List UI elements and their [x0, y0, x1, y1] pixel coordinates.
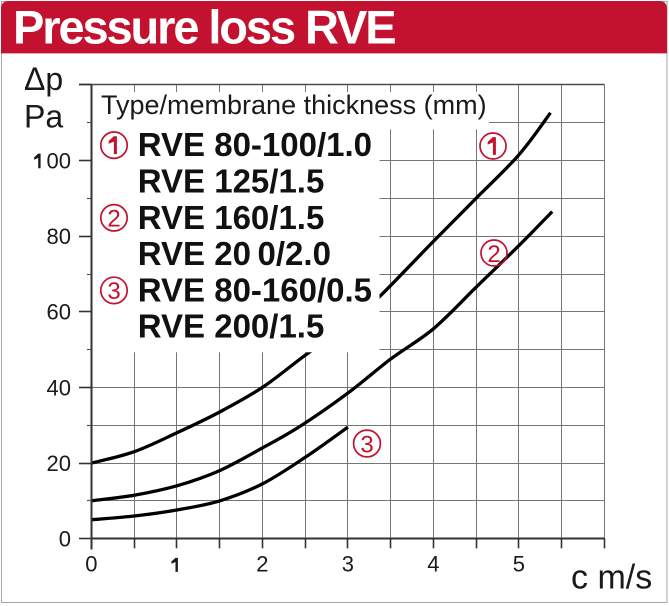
svg-text:RVE 80-100/1.0: RVE 80-100/1.0	[138, 126, 372, 163]
svg-text:00: 00	[47, 148, 71, 173]
svg-text:Type/membrane thickness (mm): Type/membrane thickness (mm)	[101, 90, 487, 120]
svg-text:3: 3	[107, 278, 120, 305]
svg-text:5: 5	[513, 552, 525, 577]
svg-text:0: 0	[85, 552, 97, 577]
svg-text:3: 3	[342, 552, 354, 577]
svg-text:c m/s: c m/s	[571, 559, 652, 597]
svg-text:40: 40	[47, 375, 71, 400]
svg-text:Pa: Pa	[24, 99, 63, 135]
svg-text:2: 2	[256, 552, 268, 577]
svg-text:RVE 125/1.5: RVE 125/1.5	[138, 163, 325, 200]
svg-text:2: 2	[107, 206, 120, 233]
svg-text:RVE 200/1.5: RVE 200/1.5	[138, 308, 325, 345]
svg-text:RVE 160/1.5: RVE 160/1.5	[138, 199, 325, 236]
svg-text:3: 3	[360, 431, 373, 458]
svg-text:80: 80	[47, 224, 71, 249]
svg-text:0: 0	[59, 527, 71, 552]
svg-text:2: 2	[487, 241, 500, 268]
svg-text:60: 60	[47, 300, 71, 325]
svg-text:Pressure loss RVE: Pressure loss RVE	[13, 1, 395, 54]
svg-text:Δp: Δp	[24, 61, 63, 97]
svg-text:RVE 20 0/2.0: RVE 20 0/2.0	[138, 235, 331, 272]
svg-text:RVE 80-160/0.5: RVE 80-160/0.5	[138, 271, 372, 308]
svg-text:4: 4	[427, 552, 439, 577]
svg-text:20: 20	[47, 451, 71, 476]
